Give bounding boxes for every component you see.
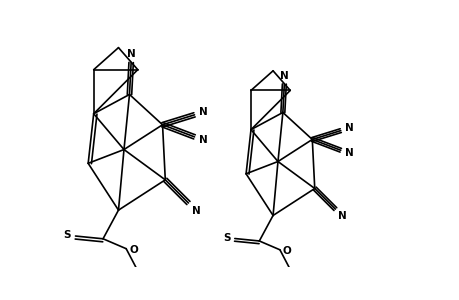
Text: N: N (191, 206, 200, 216)
Text: O: O (129, 245, 138, 255)
Text: S: S (63, 230, 70, 240)
Text: N: N (199, 107, 208, 117)
Text: S: S (223, 232, 230, 242)
Text: N: N (344, 123, 353, 133)
Text: N: N (199, 135, 208, 145)
Text: N: N (280, 71, 288, 81)
Text: N: N (127, 49, 135, 59)
Text: N: N (337, 211, 346, 221)
Text: N: N (344, 148, 353, 158)
Text: O: O (282, 246, 291, 256)
